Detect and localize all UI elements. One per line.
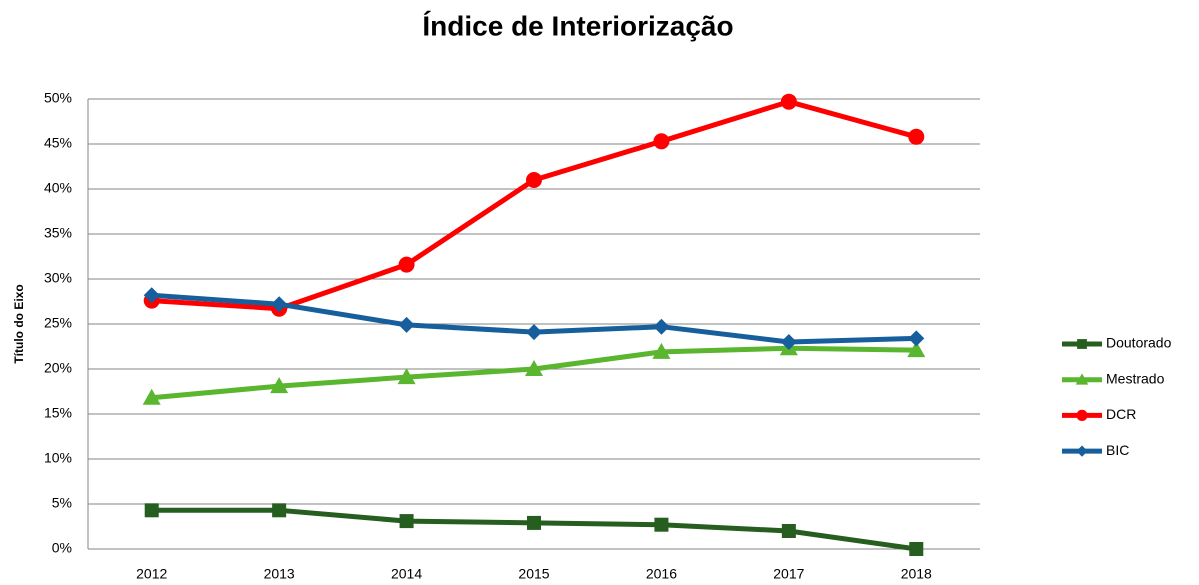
data-point	[526, 324, 542, 341]
data-point	[399, 514, 414, 529]
data-point	[143, 287, 160, 304]
data-point	[525, 360, 543, 376]
data-point	[780, 334, 797, 350]
data-point	[526, 172, 542, 188]
y-tick-label: 40%	[44, 180, 72, 196]
data-point	[398, 316, 415, 333]
x-tick-label: 2012	[136, 566, 167, 582]
data-point	[397, 368, 416, 385]
data-point	[781, 524, 796, 538]
x-tick-label: 2018	[901, 566, 932, 582]
data-point	[527, 515, 541, 530]
y-axis-title: Título do Eixo	[12, 284, 26, 363]
legend-label: Doutorado	[1106, 335, 1172, 351]
x-tick-label: 2014	[391, 566, 422, 582]
y-tick-label: 20%	[44, 360, 72, 376]
data-point	[653, 318, 670, 335]
data-point	[653, 133, 670, 150]
x-tick-label: 2016	[646, 566, 677, 582]
x-tick-label: 2017	[773, 566, 804, 582]
y-tick-label: 10%	[44, 450, 72, 466]
data-point	[908, 330, 925, 347]
y-tick-label: 35%	[44, 225, 72, 241]
data-point	[272, 503, 287, 518]
data-point	[142, 388, 161, 405]
legend-marker	[1076, 445, 1088, 457]
data-point	[908, 128, 925, 145]
y-tick-label: 15%	[44, 405, 72, 421]
x-tick-label: 2015	[518, 566, 549, 582]
legend-marker	[1075, 373, 1089, 385]
data-point	[654, 517, 669, 532]
data-point	[652, 342, 671, 359]
data-point	[270, 377, 289, 394]
series-line	[151, 99, 917, 312]
x-tick-label: 2013	[264, 566, 295, 582]
data-point	[271, 296, 288, 313]
legend-marker	[1076, 409, 1088, 421]
legend-label: Mestrado	[1106, 370, 1165, 386]
legend-label: BIC	[1106, 442, 1129, 458]
y-tick-label: 30%	[44, 270, 72, 286]
y-tick-label: 25%	[44, 315, 72, 331]
y-tick-label: 50%	[44, 90, 72, 106]
data-point	[909, 542, 924, 556]
chart-title: Índice de Interiorização	[422, 10, 733, 41]
legend-marker	[1077, 339, 1087, 349]
y-tick-label: 5%	[52, 495, 72, 511]
data-point	[907, 341, 926, 358]
y-tick-label: 45%	[44, 135, 72, 151]
y-tick-label: 0%	[52, 540, 72, 556]
data-point	[398, 256, 415, 273]
legend-label: DCR	[1106, 406, 1136, 422]
data-point	[780, 93, 797, 110]
data-point	[144, 503, 159, 518]
